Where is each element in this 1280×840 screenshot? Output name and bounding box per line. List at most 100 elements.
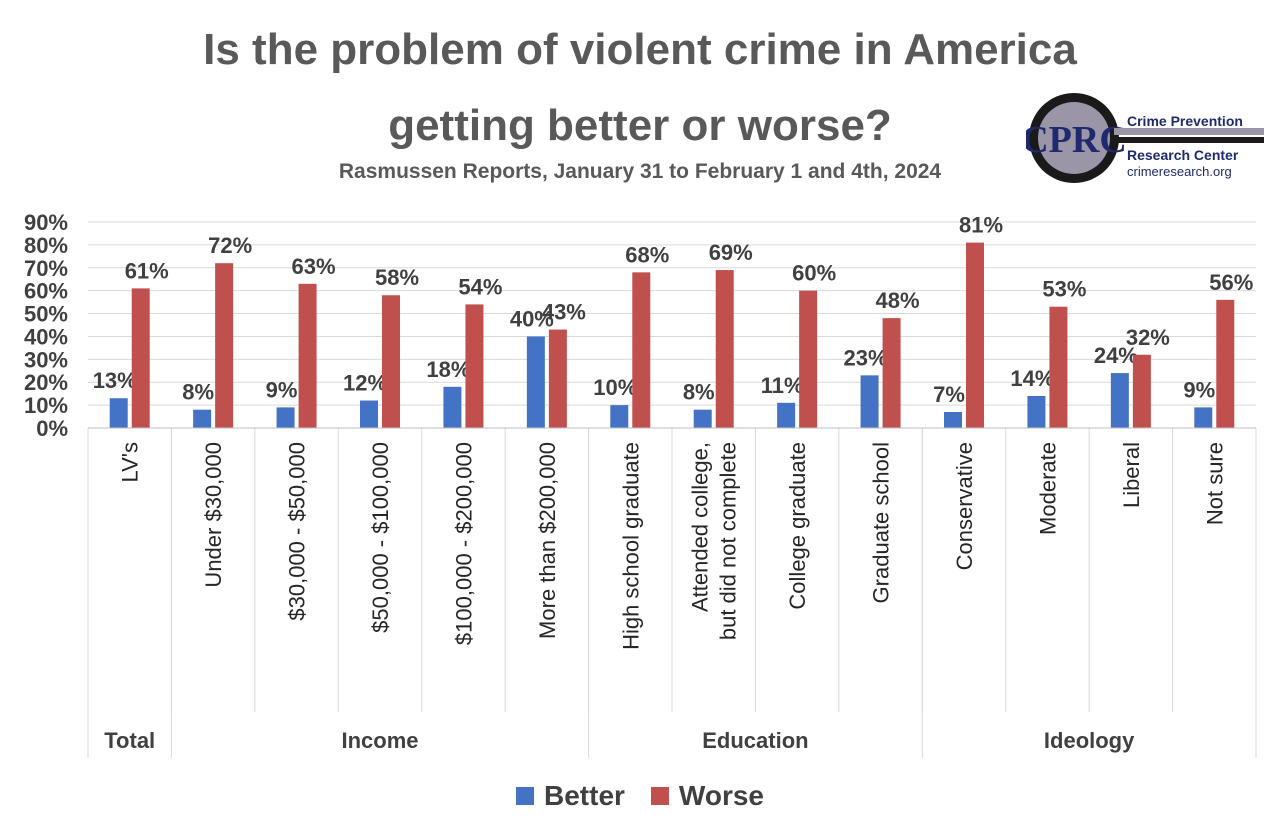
data-label-better: 11% <box>761 373 804 398</box>
category-label: College graduate <box>785 442 810 610</box>
data-label-worse: 53% <box>1042 277 1086 302</box>
data-label-worse: 43% <box>542 300 586 325</box>
bar-worse <box>882 318 901 428</box>
category-label: $100,000 - $200,000 <box>451 442 476 645</box>
bar-better <box>693 409 712 428</box>
chart-subtitle: Rasmussen Reports, January 31 to Februar… <box>338 160 942 183</box>
legend-swatch-better <box>516 787 534 805</box>
data-label-worse: 60% <box>792 261 836 286</box>
bar-worse <box>298 283 317 428</box>
y-tick-label: 80% <box>24 233 68 258</box>
data-label-better: 24% <box>1094 343 1138 368</box>
data-label-worse: 58% <box>375 265 419 290</box>
data-label-worse: 69% <box>709 240 753 265</box>
bar-better <box>109 398 128 428</box>
logo-letters: CPRC <box>1026 119 1127 161</box>
data-label-better: 18% <box>426 357 470 382</box>
logo-url: crimeresearch.org <box>1127 164 1232 179</box>
category-label: Attended college, but did not complete <box>688 442 741 640</box>
bar-worse <box>215 263 234 428</box>
bar-worse <box>382 295 400 428</box>
data-label-worse: 48% <box>876 288 920 313</box>
category-label: $30,000 - $50,000 <box>285 442 310 621</box>
chart-title-line-1: Is the problem of violent crime in Ameri… <box>203 25 1077 74</box>
bar-better <box>944 411 962 428</box>
bar-worse <box>715 270 734 428</box>
data-label-better: 9% <box>266 377 298 402</box>
y-tick-label: 30% <box>24 347 68 372</box>
bar-better <box>276 407 295 428</box>
cprc-logo: CPRC Crime Prevention Research Center cr… <box>1026 93 1264 183</box>
data-label-worse: 56% <box>1209 270 1253 295</box>
category-label: More than $200,000 <box>535 442 560 639</box>
bar-better <box>610 405 629 428</box>
category-label: High school graduate <box>618 442 643 650</box>
group-label: Total <box>104 728 155 753</box>
data-label-better: 23% <box>844 345 888 370</box>
legend-swatch-worse <box>650 787 669 805</box>
data-label-worse: 72% <box>208 233 252 258</box>
bar-better <box>526 336 545 428</box>
bar-worse <box>632 272 651 428</box>
legend-label-worse: Worse <box>678 780 764 811</box>
data-label-worse: 32% <box>1126 325 1170 350</box>
category-label: Liberal <box>1119 442 1144 508</box>
logo-name-line-1: Crime Prevention <box>1127 113 1243 129</box>
category-label: Under $30,000 <box>201 442 226 588</box>
legend: Better Worse <box>0 780 1280 812</box>
y-tick-label: 20% <box>24 370 68 395</box>
bar-better <box>777 402 796 428</box>
data-label-better: 7% <box>933 382 965 407</box>
data-label-better: 13% <box>93 368 137 393</box>
data-label-better: 8% <box>182 380 214 405</box>
bar-worse <box>548 329 567 428</box>
data-label-better: 12% <box>343 371 387 396</box>
y-tick-label: 60% <box>24 279 68 304</box>
bar-better <box>1110 373 1129 428</box>
category-label: Moderate <box>1035 442 1060 535</box>
bar-better <box>860 375 879 428</box>
y-tick-label: 0% <box>36 416 68 441</box>
logo-name-line-2: Research Center <box>1127 147 1239 163</box>
y-tick-label: 50% <box>24 302 68 327</box>
group-label: Income <box>341 728 418 753</box>
bar-worse <box>1216 299 1235 428</box>
legend-item-worse: Worse <box>650 780 764 812</box>
category-label: Graduate school <box>869 442 894 603</box>
data-label-worse: 63% <box>292 254 336 279</box>
chart-title-line-2: getting better or worse? <box>388 101 892 150</box>
data-label-worse: 68% <box>625 242 669 267</box>
bar-worse <box>465 304 484 428</box>
bar-better <box>1027 395 1046 428</box>
bar-worse <box>131 288 150 428</box>
bar-worse <box>1049 306 1068 428</box>
bar-better <box>1194 407 1213 428</box>
bar-worse <box>799 290 818 428</box>
bar-better <box>193 409 212 428</box>
data-label-better: 9% <box>1183 377 1215 402</box>
y-tick-label: 70% <box>24 256 68 281</box>
category-label: LV's <box>118 442 143 482</box>
category-label: Not sure <box>1202 442 1227 525</box>
data-label-worse: 81% <box>959 213 1003 238</box>
group-label: Education <box>702 728 808 753</box>
group-label: Ideology <box>1044 728 1135 753</box>
y-tick-label: 90% <box>24 210 68 235</box>
legend-item-better: Better <box>516 780 625 812</box>
y-tick-label: 40% <box>24 324 68 349</box>
bar-worse <box>966 242 984 428</box>
data-label-better: 14% <box>1010 366 1054 391</box>
y-tick-label: 10% <box>24 393 68 418</box>
bar-better <box>360 400 378 428</box>
data-label-worse: 61% <box>125 258 169 283</box>
bar-worse <box>1132 354 1151 428</box>
bar-better <box>443 386 462 428</box>
data-label-better: 10% <box>593 375 637 400</box>
category-label: Conservative <box>952 442 977 570</box>
data-label-better: 40% <box>510 306 554 331</box>
category-label: $50,000 - $100,000 <box>368 442 393 633</box>
data-label-worse: 54% <box>458 274 502 299</box>
legend-label-better: Better <box>544 780 625 811</box>
data-label-better: 8% <box>683 380 715 405</box>
